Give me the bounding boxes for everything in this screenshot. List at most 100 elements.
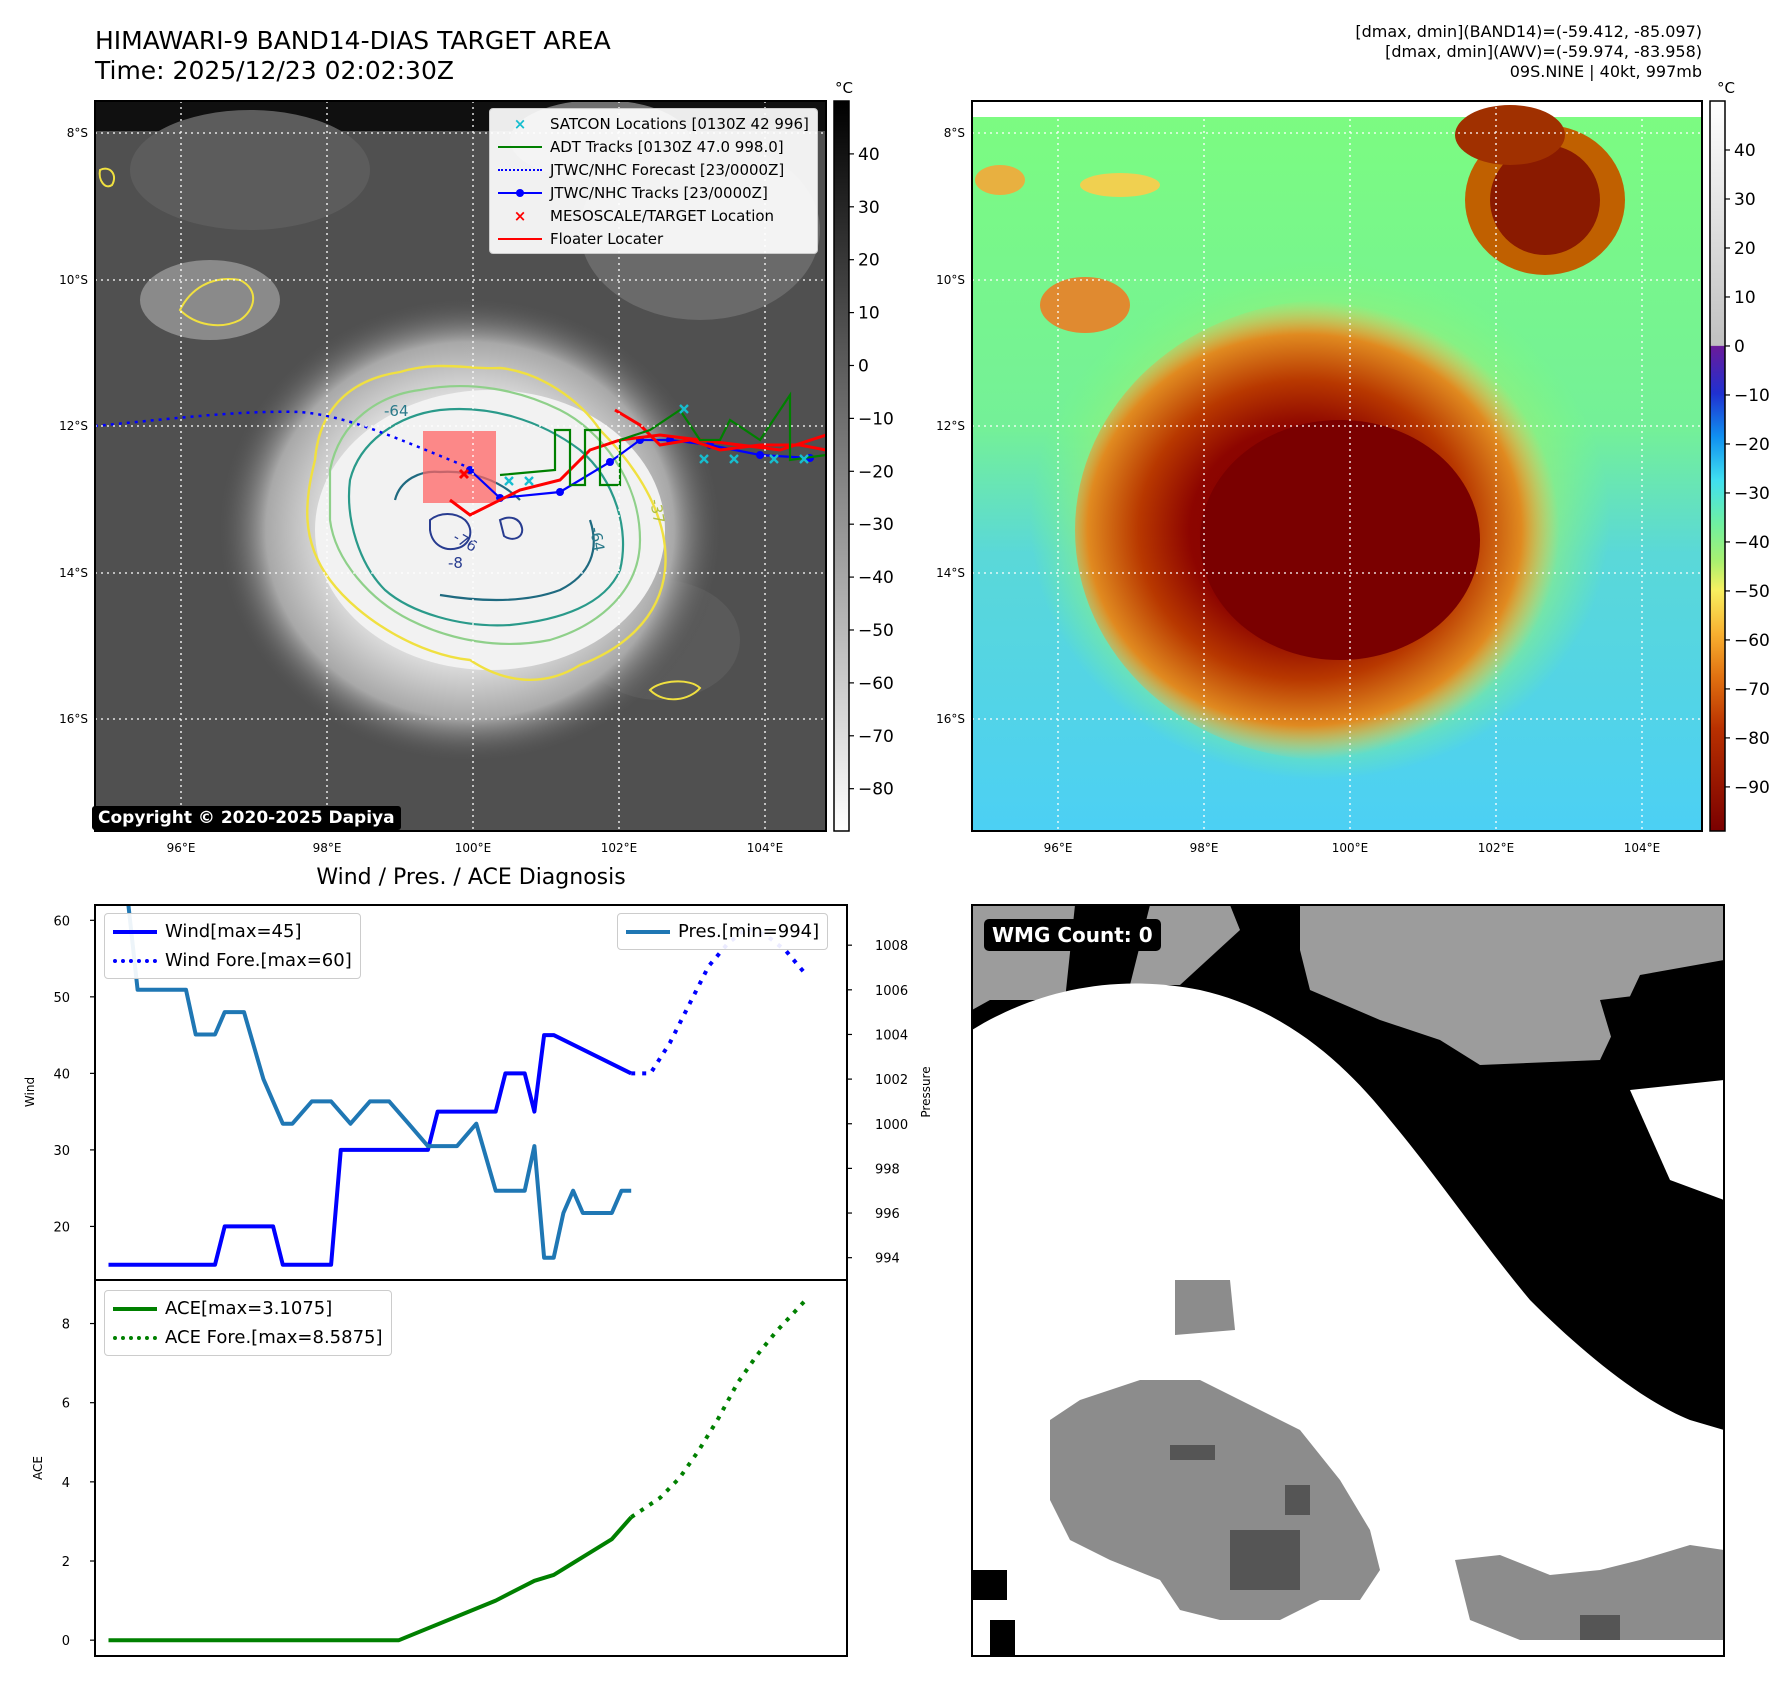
legend-item: JTWC/NHC Tracks [23/0000Z] — [498, 181, 809, 204]
lat-label: 8°S — [67, 126, 88, 140]
color-map-panel: 8°S 10°S 12°S 14°S 16°S 96°E 98°E 100°E … — [936, 100, 1703, 855]
y-axis-label-ace: ACE — [31, 1456, 45, 1480]
lon-label: 100°E — [1332, 841, 1369, 855]
colorbar-unit: °C — [1717, 79, 1735, 97]
pressure-legend: Pres.[min=994] — [617, 913, 829, 950]
contour-navy — [429, 513, 524, 550]
lon-label: 98°E — [1190, 841, 1219, 855]
y-tick-label: 6 — [62, 1397, 70, 1412]
color-map-grid — [972, 101, 1702, 831]
contour-teal — [348, 407, 625, 627]
contour-label: -8 — [448, 554, 463, 572]
y-axis-label-pressure: Pressure — [919, 1066, 933, 1117]
colorbar-tick-label: −20 — [1734, 435, 1770, 455]
colorbar-tick-label: −40 — [858, 568, 894, 588]
y2-tick-label: 996 — [875, 1207, 900, 1222]
lat-label: 12°S — [59, 419, 88, 433]
colorbar-tick-label: 40 — [858, 145, 880, 165]
colorbar-tick-label: −90 — [1734, 778, 1770, 798]
y-tick-label: 60 — [53, 914, 70, 929]
y2-tick-label: 1002 — [875, 1073, 908, 1088]
colorbar-tick-label: −30 — [858, 515, 894, 535]
figure-time: Time: 2025/12/23 02:02:30Z — [95, 56, 454, 85]
colorbar-tick-label: 20 — [858, 251, 880, 271]
lat-label: 10°S — [59, 273, 88, 287]
colorbar-tick-label: 30 — [1734, 190, 1756, 210]
lat-label: 12°S — [936, 419, 965, 433]
info-band14: [dmax, dmin](BAND14)=(-59.412, -85.097) — [1355, 22, 1702, 41]
lat-label: 8°S — [944, 126, 965, 140]
wind-forecast-line — [631, 926, 807, 1076]
colorbar-tick-label: −30 — [1734, 484, 1770, 504]
legend-item: ACE[max=3.1075] — [113, 1294, 383, 1323]
lat-label: 14°S — [936, 566, 965, 580]
wmg-frame — [971, 904, 1725, 1657]
dotted-swatch — [113, 958, 157, 963]
contour-label: -64 — [384, 402, 409, 420]
target-area-box — [423, 431, 496, 503]
y-tick-label: 50 — [53, 991, 70, 1006]
adt-track — [499, 391, 826, 487]
lat-label: 16°S — [936, 712, 965, 726]
lat-label: 10°S — [936, 273, 965, 287]
y-tick-label: 20 — [53, 1220, 70, 1235]
y-tick-label: 0 — [62, 1634, 70, 1649]
y2-tick-label: 1004 — [875, 1028, 908, 1043]
wmg-count-badge: WMG Count: 0 — [984, 919, 1161, 951]
lon-label: 102°E — [601, 841, 638, 855]
legend-item: × MESOSCALE/TARGET Location — [498, 204, 809, 227]
y-tick-label: 8 — [62, 1318, 70, 1333]
lat-label: 16°S — [59, 712, 88, 726]
ace-line — [108, 1515, 633, 1643]
colorbar-tick-label: −80 — [858, 780, 894, 800]
colorbar-tick-label: −20 — [858, 462, 894, 482]
colorbar-tick-label: −10 — [1734, 386, 1770, 406]
line-swatch — [498, 237, 542, 240]
colorbar-tick-label: 0 — [858, 356, 869, 376]
target-marker — [458, 468, 470, 480]
chart2-frame — [94, 1279, 848, 1657]
colorbar-tick-label: −40 — [1734, 533, 1770, 553]
colorbar-tick-label: 40 — [1734, 141, 1756, 161]
line-swatch — [113, 1306, 157, 1311]
x-marker-icon: × — [513, 206, 527, 225]
contour-green — [328, 385, 642, 645]
colorbar-color: °C 40 30 20 10 0 −10 −20 −30 −40 −50 −60 −70 −80 −90 — [1709, 79, 1770, 832]
contour-yellow — [306, 364, 667, 682]
satcon-markers — [504, 404, 809, 486]
legend-item: × SATCON Locations [0130Z 42 996] — [498, 112, 809, 135]
ir-map-frame — [94, 100, 827, 832]
legend-item: Wind[max=45] — [113, 917, 352, 946]
copyright-badge: Copyright © 2020-2025 Dapiya — [92, 806, 401, 830]
y2-tick-label: 994 — [875, 1252, 900, 1267]
pressure-line — [126, 905, 632, 1260]
y-tick-label: 30 — [53, 1144, 70, 1159]
legend-item: Pres.[min=994] — [626, 917, 819, 946]
legend-item: ACE Fore.[max=8.5875] — [113, 1323, 383, 1352]
figure-title: HIMAWARI-9 BAND14-DIAS TARGET AREA — [95, 26, 611, 55]
colorbar-tick-label: −10 — [858, 409, 894, 429]
colorbar-tick-label: 10 — [1734, 288, 1756, 308]
color-map-frame — [971, 100, 1703, 832]
wind-pressure-chart: Wind / Pres. / ACE Diagnosis 6050403020 … — [23, 865, 933, 1281]
legend-item: ADT Tracks [0130Z 47.0 998.0] — [498, 135, 809, 158]
line-swatch — [626, 929, 670, 934]
lon-label: 100°E — [455, 841, 492, 855]
contour-label: -37 — [646, 498, 668, 525]
lon-label: 96°E — [167, 841, 196, 855]
dotted-swatch — [498, 168, 542, 171]
ace-chart: 8 6 4 2 0 ACE — [31, 1279, 848, 1657]
ace-legend: ACE[max=3.1075] ACE Fore.[max=8.5875] — [104, 1290, 392, 1356]
legend-item: Wind Fore.[max=60] — [113, 946, 352, 975]
y-axis-label-wind: Wind — [23, 1077, 37, 1107]
lon-label: 102°E — [1478, 841, 1515, 855]
colorbar-tick-label: −60 — [858, 674, 894, 694]
y-tick-label: 2 — [62, 1555, 70, 1570]
line-dot-swatch — [498, 188, 542, 197]
wmg-panel — [971, 904, 1725, 1657]
line-swatch — [498, 145, 542, 148]
colorbar-tick-label: −70 — [1734, 680, 1770, 700]
contour-label: -64 — [586, 526, 608, 553]
